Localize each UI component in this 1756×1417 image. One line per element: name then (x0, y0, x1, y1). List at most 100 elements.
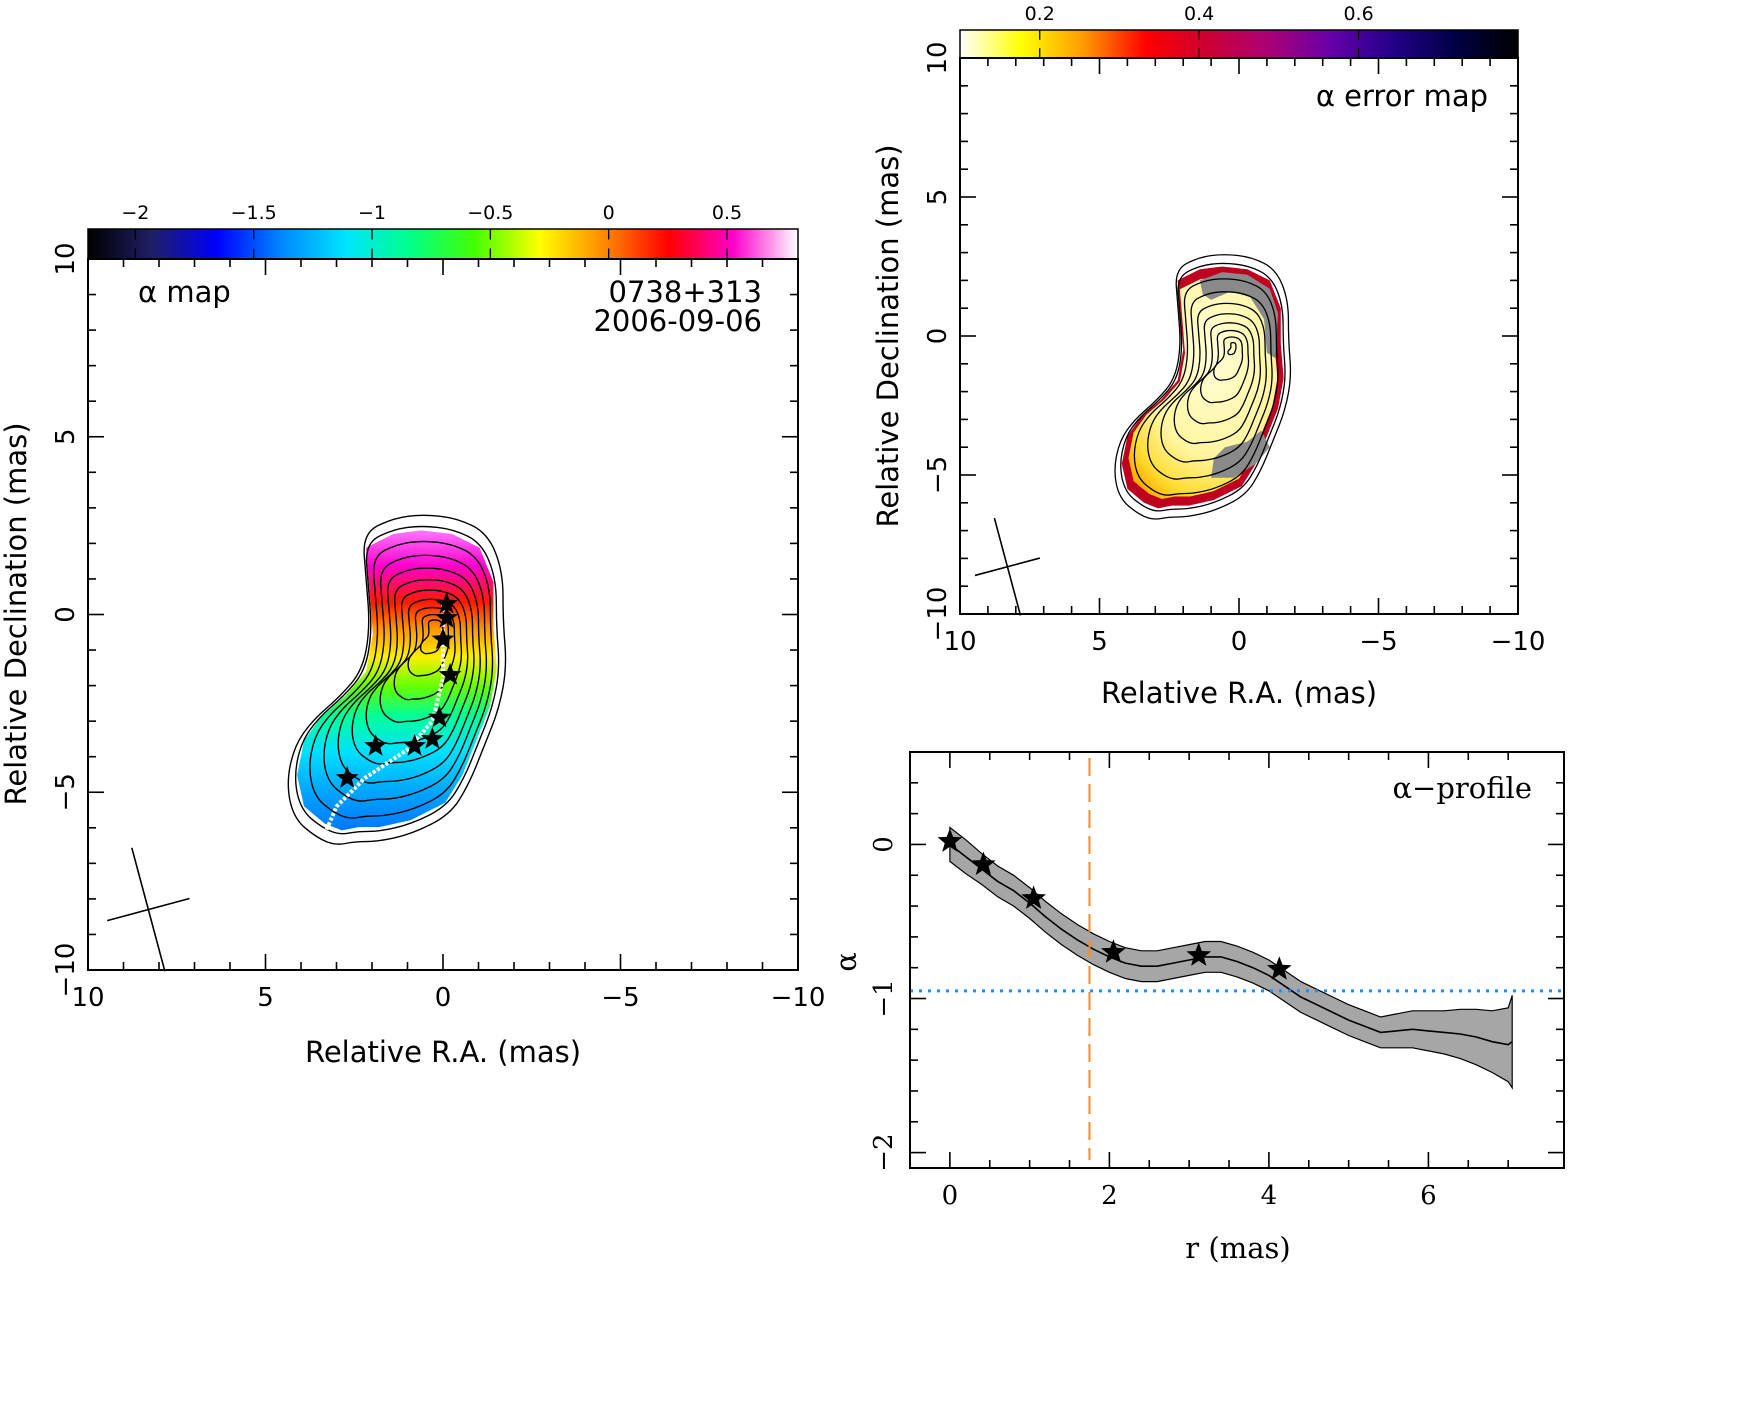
colorbar-tick-label: −1.5 (231, 202, 277, 224)
alpha-colorbar (87, 228, 799, 260)
alpha-map-label: α map (138, 275, 231, 309)
alpha-map-contours (287, 514, 507, 845)
observation-date: 2006-09-06 (593, 304, 762, 338)
alpha-map-image (287, 514, 507, 845)
contour (1227, 341, 1237, 356)
alpha-map-ylabel: Relative Declination (mas) (0, 422, 33, 805)
alpha-map-components (335, 591, 462, 788)
x-tick-label: 10 (943, 627, 976, 657)
contour (287, 514, 507, 845)
beam-minor-axis (106, 897, 190, 922)
y-tick-label: 0 (923, 328, 953, 345)
x-tick-label: −10 (771, 983, 826, 1013)
error-map-grey-patch (1211, 430, 1270, 478)
x-tick-label: 5 (257, 983, 274, 1013)
error-colorbar (959, 29, 1519, 59)
beam-icon (974, 517, 1041, 616)
colorbar-tick-label: −2 (121, 202, 149, 224)
colorbar-tick-label: 0.4 (1184, 3, 1214, 25)
x-tick-label: 0 (942, 1181, 959, 1211)
error-map-xlabel: Relative R.A. (mas) (1101, 676, 1377, 710)
contour (1173, 313, 1262, 445)
y-tick-label: 5 (923, 189, 953, 206)
x-tick-label: 2 (1101, 1181, 1118, 1211)
y-tick-label: −5 (51, 773, 81, 811)
contour (323, 554, 488, 802)
y-tick-label: 5 (51, 428, 81, 445)
x-tick-label: −5 (1359, 627, 1397, 657)
component-star (1101, 939, 1126, 963)
alpha-profile-label: α−profile (1392, 771, 1532, 805)
colorbar-tick-label: −0.5 (467, 202, 513, 224)
colorbar-tick-label: 0.5 (712, 202, 742, 224)
error-band (949, 826, 1513, 1090)
contour (294, 525, 500, 835)
x-tick-label: 0 (1231, 627, 1248, 657)
y-tick-label: −10 (51, 943, 81, 998)
alpha-map-xlabel: Relative R.A. (mas) (305, 1035, 581, 1069)
component-star (428, 705, 451, 728)
y-tick-label: −5 (923, 456, 953, 494)
alpha-map-panel: −2 −1.5 −1 −0.5 0 0.5 10 5 0 −5 −10 −10 −5 0 5 10 α ma… (0, 202, 825, 1069)
y-tick-label: −10 (923, 587, 953, 642)
alpha-profile-xlabel: r (mas) (1185, 1231, 1290, 1265)
component-star (335, 766, 359, 788)
error-map-label: α error map (1316, 79, 1488, 113)
component-star (971, 851, 996, 875)
x-tick-label: 4 (1261, 1181, 1278, 1211)
component-star (431, 627, 455, 650)
alpha-profile-panel: 0 2 4 6 0 −1 −2 α−profile r (mas) α (829, 751, 1565, 1265)
y-tick-label: 10 (51, 242, 81, 275)
contour (1213, 336, 1244, 381)
error-map-grey-cap (1199, 272, 1279, 359)
y-tick-label: −1 (869, 979, 899, 1017)
error-map-contours (1114, 254, 1292, 520)
component-star (1186, 942, 1212, 966)
contour (1120, 262, 1286, 512)
component-star (435, 606, 458, 628)
x-tick-label: −5 (601, 983, 639, 1013)
alpha-profile-ylabel: α (829, 952, 863, 972)
colorbar-tick-label: −1 (358, 202, 386, 224)
x-tick-label: 6 (1420, 1181, 1437, 1211)
colorbar-tick-label: 0 (603, 202, 615, 224)
contour (337, 567, 481, 784)
contour (1114, 254, 1292, 520)
contour (309, 540, 494, 819)
contour (1147, 291, 1273, 480)
component-star (937, 828, 963, 852)
component-star (438, 662, 462, 685)
component-star (364, 734, 387, 756)
x-tick-label: 0 (435, 983, 452, 1013)
component-star (403, 734, 426, 756)
component-star (435, 591, 458, 614)
error-map-ticks: 10 5 0 −5 −10 −10 −5 0 5 10 (923, 41, 1545, 657)
contour (1160, 302, 1267, 463)
alpha-map-ticks: 10 5 0 −5 −10 −10 −5 0 5 10 (51, 242, 825, 1013)
contour (351, 578, 475, 765)
x-tick-label: 5 (1091, 627, 1108, 657)
error-colorbar-ticks: 0.2 0.4 0.6 (1025, 3, 1374, 58)
alpha-profile-frame (909, 751, 1565, 1169)
beam-icon (106, 847, 190, 972)
component-star (1266, 956, 1292, 980)
colorbar-tick-label: 0.6 (1343, 3, 1373, 25)
component-star (1021, 885, 1046, 909)
y-tick-label: 0 (51, 606, 81, 623)
colorbar-tick-label: 0.2 (1025, 3, 1055, 25)
alpha-error-map-panel: 0.2 0.4 0.6 10 5 0 −5 −10 −10 −5 0 5 10 α error map… (871, 3, 1545, 710)
y-tick-label: −2 (869, 1133, 899, 1171)
alpha-colorbar-ticks: −2 −1.5 −1 −0.5 0 0.5 (121, 202, 742, 259)
x-tick-label: −10 (1491, 627, 1546, 657)
contour (1133, 278, 1279, 496)
y-tick-label: 0 (869, 836, 899, 853)
source-name: 0738+313 (609, 275, 762, 309)
y-tick-label: 10 (923, 41, 953, 74)
component-star (420, 726, 444, 749)
contour (365, 589, 469, 745)
error-map-ylabel: Relative Declination (mas) (871, 144, 905, 527)
beam-minor-axis (974, 557, 1041, 577)
alpha-profile-plot (910, 758, 1564, 1160)
alpha-map-ridge-line (324, 603, 445, 833)
